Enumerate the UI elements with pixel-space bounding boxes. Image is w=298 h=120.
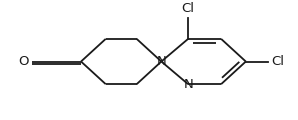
Text: Cl: Cl — [271, 55, 284, 68]
Text: N: N — [156, 55, 166, 68]
Text: O: O — [18, 55, 29, 68]
Text: Cl: Cl — [182, 2, 195, 15]
Text: N: N — [183, 78, 193, 91]
